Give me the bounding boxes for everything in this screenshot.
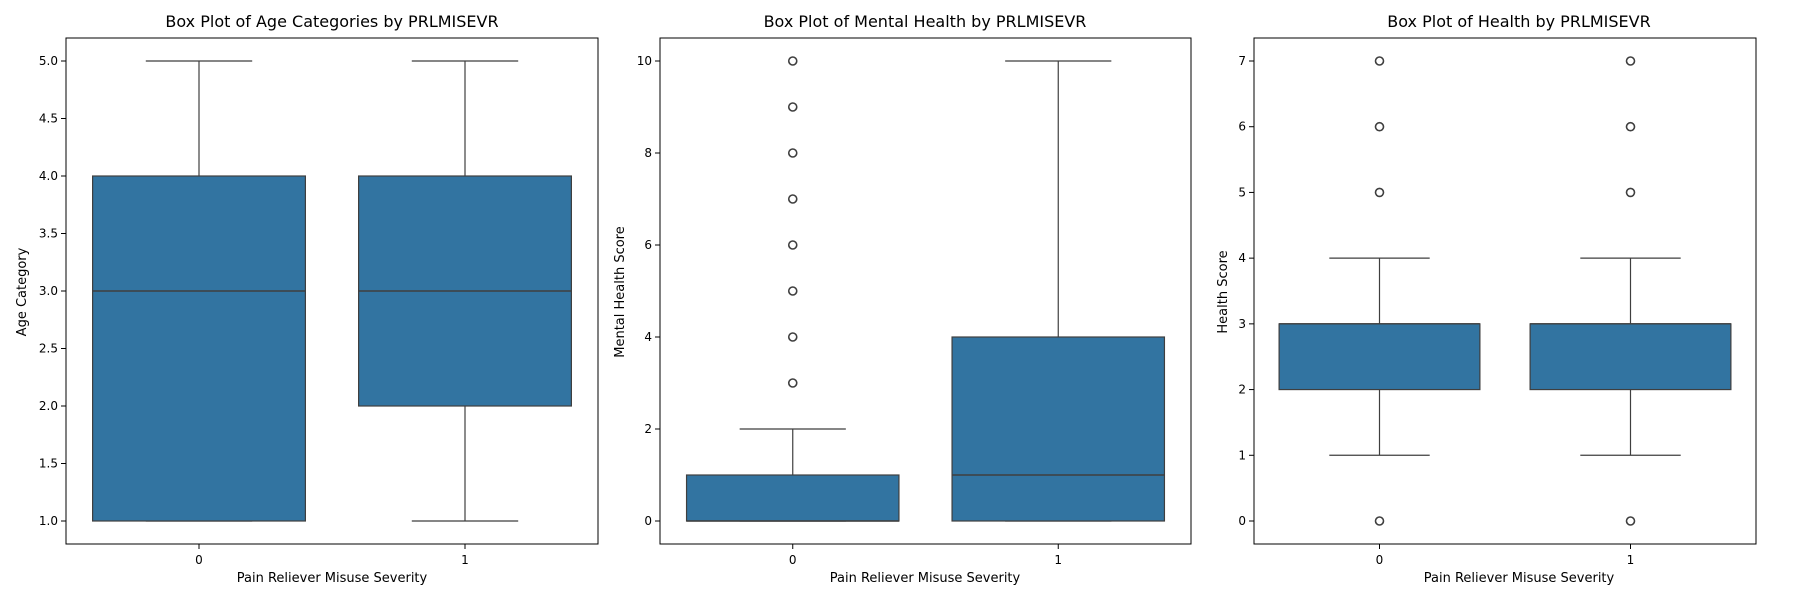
box xyxy=(91,175,307,522)
box-group-1 xyxy=(358,60,573,522)
x-tick-label: 1 xyxy=(461,553,469,567)
outlier-point xyxy=(1374,516,1385,526)
axes-frame xyxy=(659,37,1192,545)
outlier-point xyxy=(1625,187,1636,198)
box xyxy=(685,474,900,522)
plot-area xyxy=(1278,56,1732,526)
chart-title: Box Plot of Health by PRLMISEVR xyxy=(1387,12,1650,31)
outlier-point xyxy=(1625,516,1636,526)
outlier-point xyxy=(787,332,798,342)
y-axis-ticks: 1.0 1.5 2.0 2.5 3.0 3.5 4.0 4.5 5.0 xyxy=(39,54,66,528)
y-tick-label: 1 xyxy=(1238,448,1246,462)
box-group-0 xyxy=(685,56,900,522)
outlier-point xyxy=(1374,56,1385,66)
y-tick-label: 8 xyxy=(644,146,652,160)
axes-frame xyxy=(65,37,599,545)
mental-health-boxplot: Box Plot of Mental Health by PRLMISEVR P… xyxy=(613,12,1192,586)
x-tick-label: 1 xyxy=(1627,553,1635,567)
outlier-point xyxy=(787,240,798,250)
y-tick-label: 5 xyxy=(1238,185,1246,199)
outlier-point xyxy=(787,102,798,112)
y-tick-label: 4 xyxy=(644,330,652,344)
x-tick-label: 0 xyxy=(789,553,797,567)
plot-area xyxy=(91,60,573,522)
outlier-point xyxy=(787,378,798,388)
box xyxy=(951,336,1166,522)
chart-title: Box Plot of Mental Health by PRLMISEVR xyxy=(764,12,1087,31)
outlier-point xyxy=(1374,187,1385,198)
y-tick-label: 6 xyxy=(1238,120,1246,134)
y-tick-label: 3 xyxy=(1238,317,1246,331)
x-tick-label: 0 xyxy=(1376,553,1384,567)
plot-area xyxy=(685,56,1166,522)
y-tick-label: 1.0 xyxy=(39,514,58,528)
y-tick-label: 3.5 xyxy=(39,227,58,241)
age-category-boxplot: Box Plot of Age Categories by PRLMISEVR … xyxy=(15,12,599,586)
y-axis-label: Age Category xyxy=(15,247,30,336)
box-group-0 xyxy=(91,60,307,522)
box xyxy=(1529,323,1732,391)
y-tick-label: 5.0 xyxy=(39,54,58,68)
y-tick-label: 0 xyxy=(644,514,652,528)
outlier-point xyxy=(1374,121,1385,132)
x-axis-label: Pain Reliever Misuse Severity xyxy=(830,571,1021,586)
x-axis-label: Pain Reliever Misuse Severity xyxy=(1424,571,1615,586)
y-tick-label: 4.5 xyxy=(39,112,58,126)
axes-frame xyxy=(1253,37,1757,545)
outlier-point xyxy=(1625,121,1636,132)
outlier-point xyxy=(787,148,798,158)
x-tick-label: 0 xyxy=(195,553,203,567)
box-group-1 xyxy=(1529,56,1732,526)
y-tick-label: 2 xyxy=(644,422,652,436)
y-tick-label: 2.0 xyxy=(39,399,58,413)
x-axis-label: Pain Reliever Misuse Severity xyxy=(237,571,428,586)
outlier-point xyxy=(1625,56,1636,66)
y-axis-ticks: 0 2 4 6 8 10 xyxy=(637,54,660,528)
outlier-point xyxy=(787,286,798,296)
y-tick-label: 6 xyxy=(644,238,652,252)
y-tick-label: 7 xyxy=(1238,54,1246,68)
y-axis-label: Health Score xyxy=(1216,250,1231,333)
chart-title: Box Plot of Age Categories by PRLMISEVR xyxy=(165,12,498,31)
outlier-point xyxy=(787,194,798,204)
y-tick-label: 4 xyxy=(1238,251,1246,265)
y-tick-label: 10 xyxy=(637,54,652,68)
box-group-0 xyxy=(1278,56,1481,526)
y-axis-label: Mental Health Score xyxy=(613,226,628,358)
y-tick-label: 2.5 xyxy=(39,342,58,356)
outlier-point xyxy=(787,56,798,66)
y-tick-label: 2 xyxy=(1238,383,1246,397)
box-group-1 xyxy=(951,60,1166,522)
health-score-boxplot: Box Plot of Health by PRLMISEVR Pain Rel… xyxy=(1216,12,1757,586)
y-axis-ticks: 0 1 2 3 4 5 6 7 xyxy=(1238,54,1254,528)
y-tick-label: 3.0 xyxy=(39,284,58,298)
y-tick-label: 0 xyxy=(1238,514,1246,528)
y-tick-label: 1.5 xyxy=(39,457,58,471)
box xyxy=(1278,323,1481,391)
y-tick-label: 4.0 xyxy=(39,169,58,183)
x-tick-label: 1 xyxy=(1054,553,1062,567)
